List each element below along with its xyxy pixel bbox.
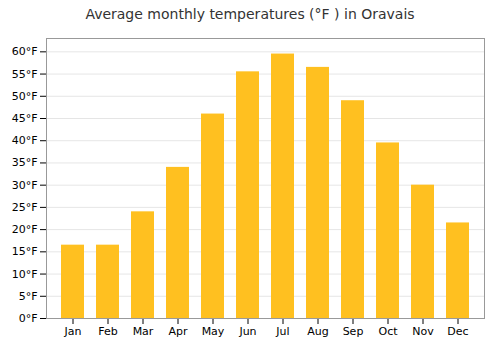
svg-text:40°F: 40°F	[12, 134, 38, 147]
svg-text:Jan: Jan	[64, 325, 82, 338]
svg-text:55°F: 55°F	[12, 68, 38, 81]
svg-text:Nov: Nov	[412, 325, 434, 338]
svg-text:15°F: 15°F	[12, 245, 38, 258]
svg-text:Feb: Feb	[98, 325, 117, 338]
svg-text:Oct: Oct	[378, 325, 398, 338]
html-text:Average monthly temperatures (: Average monthly temperatures (°F ) in Or…	[85, 6, 415, 22]
svg-text:45°F: 45°F	[12, 112, 38, 125]
svg-text:Dec: Dec	[447, 325, 468, 338]
svg-text:60°F: 60°F	[12, 45, 38, 58]
svg-text:25°F: 25°F	[12, 201, 38, 214]
svg-text:Aug: Aug	[307, 325, 328, 338]
svg-text:Mar: Mar	[133, 325, 154, 338]
svg-text:Sep: Sep	[343, 325, 364, 338]
svg-text:0°F: 0°F	[19, 312, 38, 325]
svg-text:5°F: 5°F	[19, 290, 38, 303]
svg-text:35°F: 35°F	[12, 156, 38, 169]
svg-text:Jul: Jul	[275, 325, 289, 338]
svg-text:30°F: 30°F	[12, 179, 38, 192]
svg-text:10°F: 10°F	[12, 268, 38, 281]
svg-text:50°F: 50°F	[12, 90, 38, 103]
svg-text:Jun: Jun	[238, 325, 256, 338]
svg-text:May: May	[202, 325, 225, 338]
svg-text:Apr: Apr	[168, 325, 188, 338]
svg-text:20°F: 20°F	[12, 223, 38, 236]
